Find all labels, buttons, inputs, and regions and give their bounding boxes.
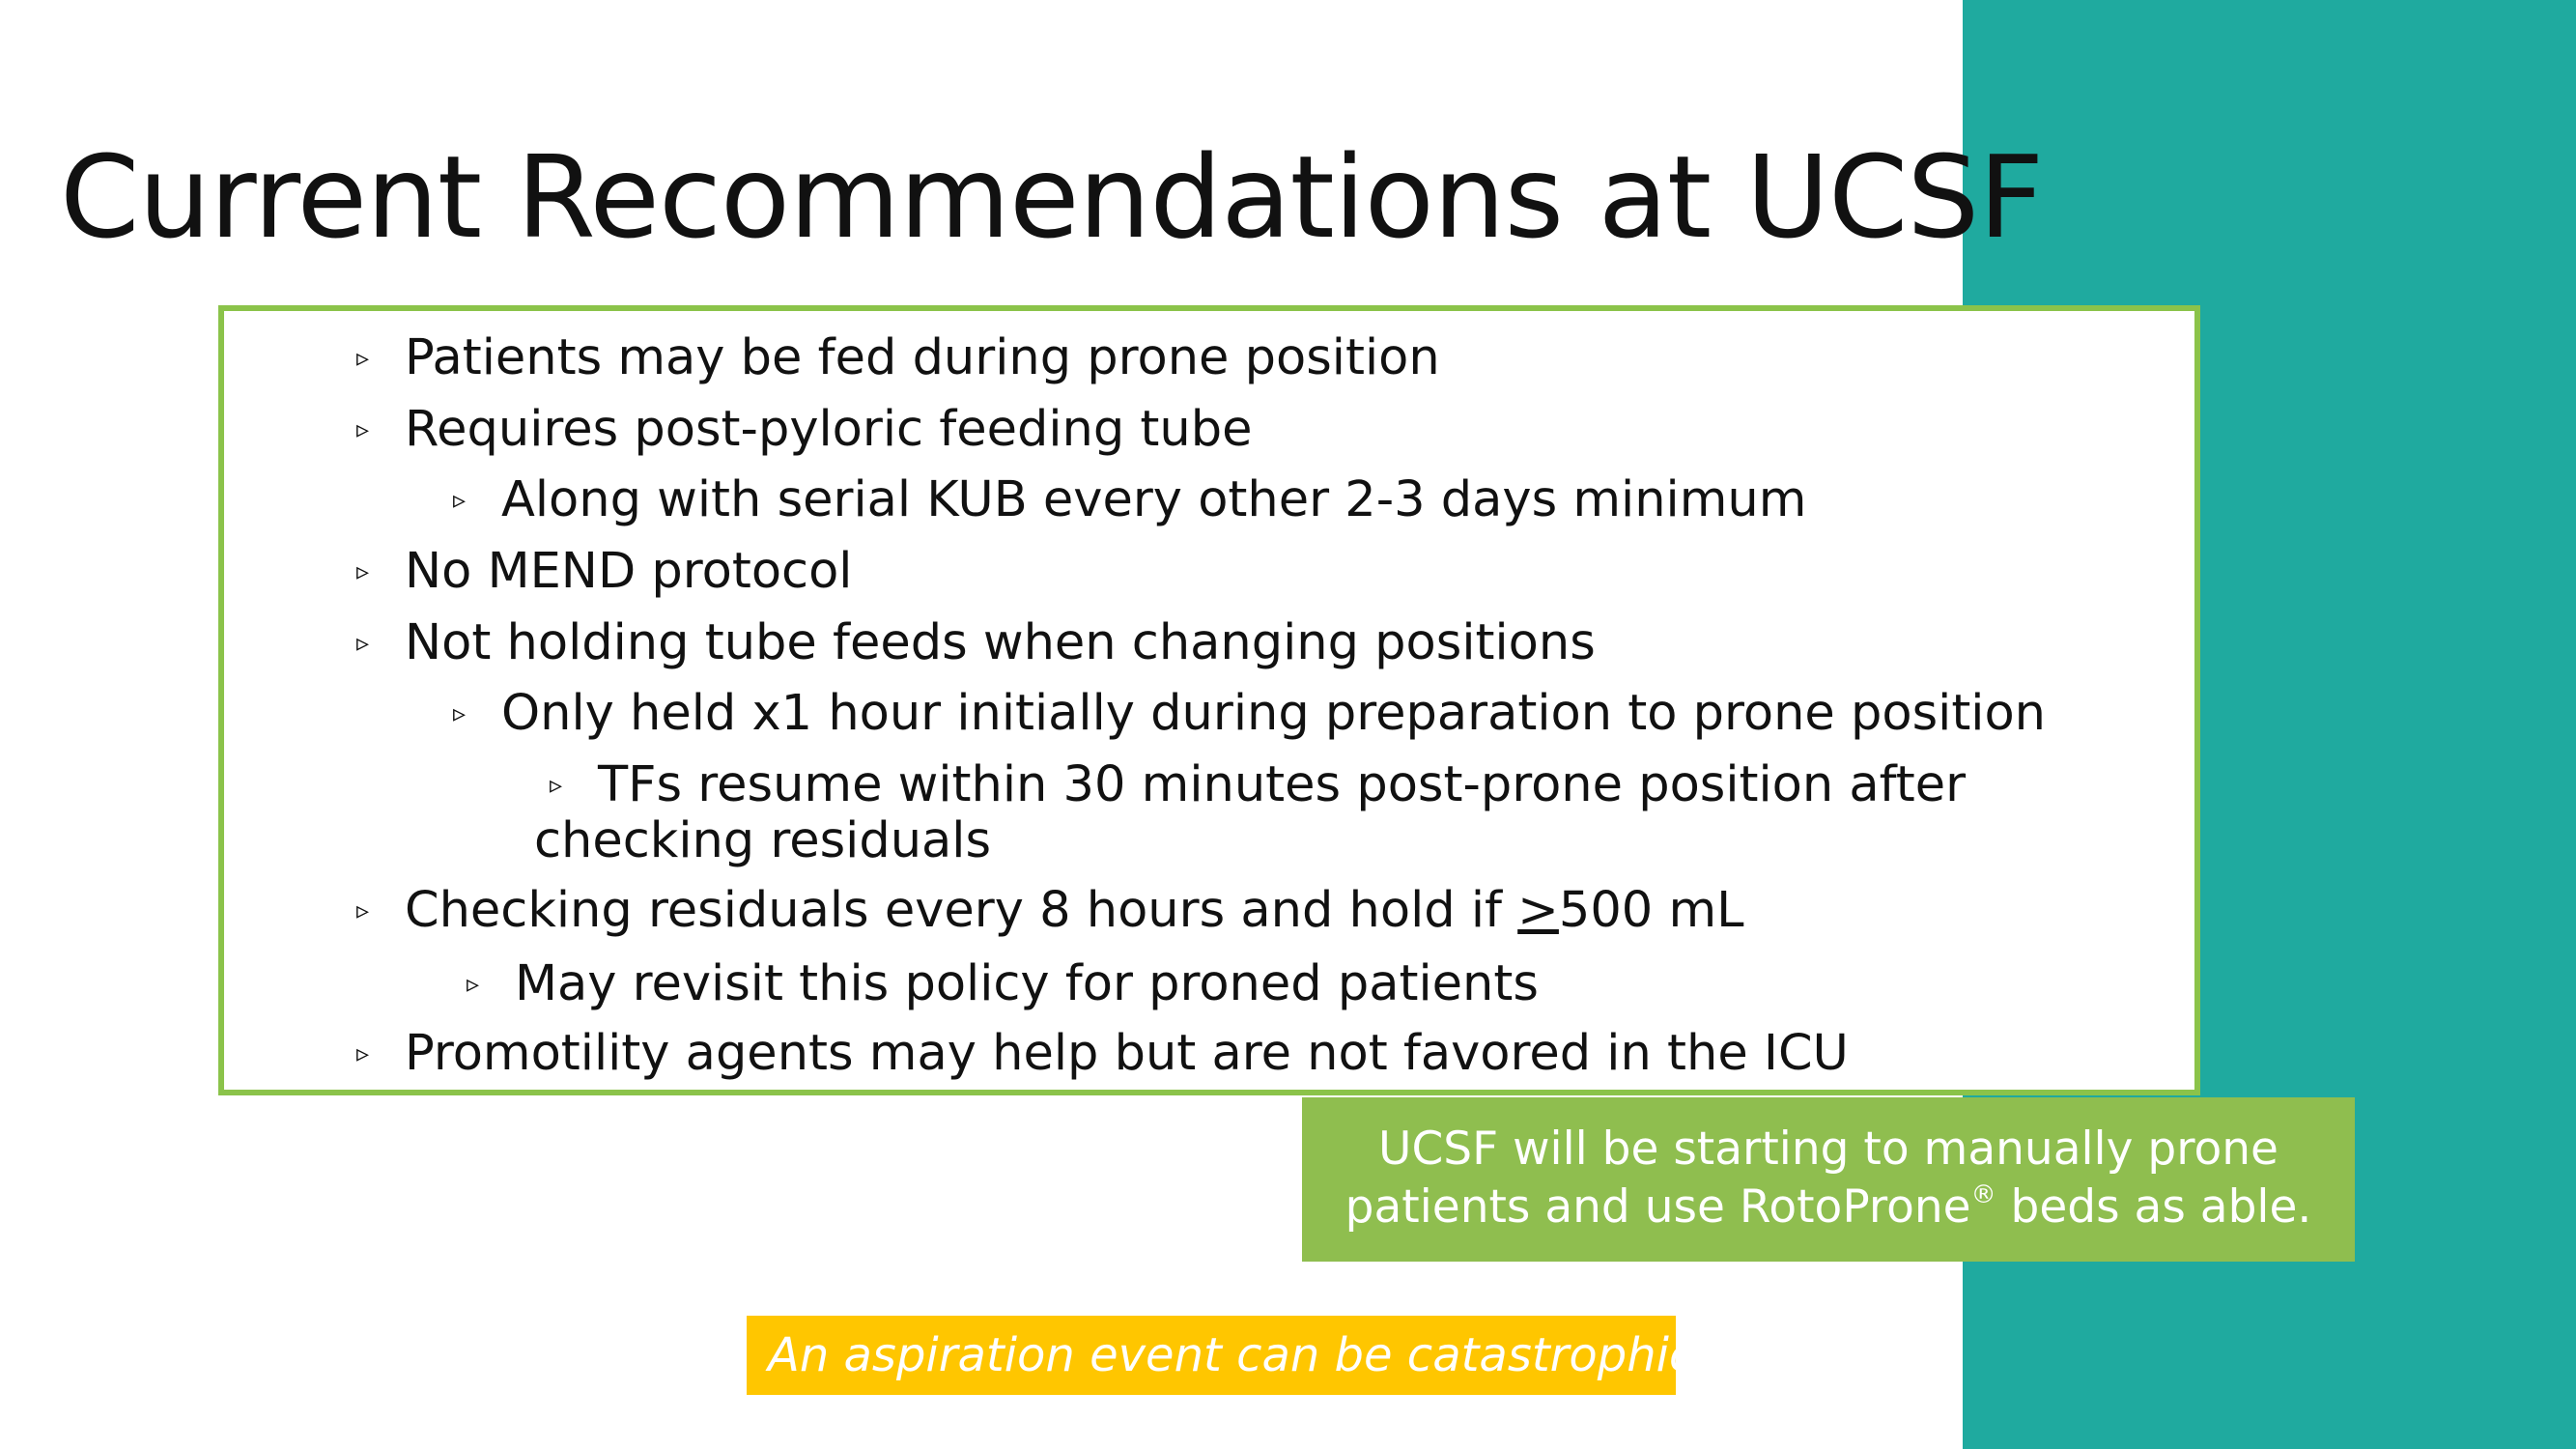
note-line: UCSF will be starting to manually prone xyxy=(1378,1122,2279,1176)
bullet-text: Promotility agents may help but are not … xyxy=(405,1025,1849,1082)
bullet-item: ▹ Requires post-pyloric feeding tube xyxy=(356,402,1252,458)
bullet-item: ▹ Patients may be fed during prone posit… xyxy=(356,330,1440,386)
slide-title: Current Recommendations at UCSF xyxy=(60,130,2044,264)
bullet-text: Patients may be fed during prone positio… xyxy=(405,329,1440,386)
bullet-item: ▹ May revisit this policy for proned pat… xyxy=(467,956,1539,1012)
bullet-triangle-icon: ▹ xyxy=(467,970,480,999)
bullet-triangle-icon: ▹ xyxy=(356,1039,370,1068)
prone-beds-note: UCSF will be starting to manually prone … xyxy=(1302,1097,2355,1262)
bullet-text: TFs resume within 30 minutes post-prone … xyxy=(534,756,1967,869)
bullet-item: ▹ No MEND protocol xyxy=(356,544,852,600)
recommendations-box: ▹ Patients may be fed during prone posit… xyxy=(218,305,2200,1095)
bullet-text: Requires post-pyloric feeding tube xyxy=(405,401,1253,458)
bullet-triangle-icon: ▹ xyxy=(356,344,370,373)
bullet-item: ▹ Only held x1 hour initially during pre… xyxy=(453,686,2046,742)
bullet-triangle-icon: ▹ xyxy=(356,896,370,925)
bullet-item: ▹ TFs resume within 30 minutes post-pron… xyxy=(534,757,2157,869)
bullet-text-part: 500 mL xyxy=(1558,882,1744,939)
bullet-triangle-icon: ▹ xyxy=(356,629,370,658)
note-text-part: patients and use RotoProne xyxy=(1345,1180,1971,1234)
bullet-triangle-icon: ▹ xyxy=(453,486,467,515)
greater-or-equal-symbol: > xyxy=(1517,882,1559,939)
bullet-text: Along with serial KUB every other 2-3 da… xyxy=(501,471,1807,528)
bullet-item: ▹ Checking residuals every 8 hours and h… xyxy=(356,883,1744,939)
note-line: patients and use RotoProne® beds as able… xyxy=(1302,1179,2355,1236)
bullet-text: No MEND protocol xyxy=(405,543,853,600)
bullet-text: Not holding tube feeds when changing pos… xyxy=(405,614,1596,671)
bullet-triangle-icon: ▹ xyxy=(453,699,467,728)
bullet-triangle-icon: ▹ xyxy=(356,557,370,586)
bullet-text: May revisit this policy for proned patie… xyxy=(515,955,1539,1012)
bullet-triangle-icon: ▹ xyxy=(356,415,370,444)
bullet-item: ▹ Promotility agents may help but are no… xyxy=(356,1026,1849,1082)
bullet-text-part: Checking residuals every 8 hours and hol… xyxy=(405,882,1518,939)
bullet-text: Only held x1 hour initially during prepa… xyxy=(501,685,2047,742)
bullet-item: ▹ Not holding tube feeds when changing p… xyxy=(356,615,1596,671)
bullet-triangle-icon: ▹ xyxy=(550,771,563,800)
bullet-text: Checking residuals every 8 hours and hol… xyxy=(405,883,1744,939)
note-text-part: beds as able. xyxy=(1996,1180,2312,1234)
bullet-item: ▹ Along with serial KUB every other 2-3 … xyxy=(453,472,1806,528)
aspiration-warning-note: An aspiration event can be catastrophic! xyxy=(747,1316,1713,1395)
registered-mark: ® xyxy=(1970,1180,1996,1209)
